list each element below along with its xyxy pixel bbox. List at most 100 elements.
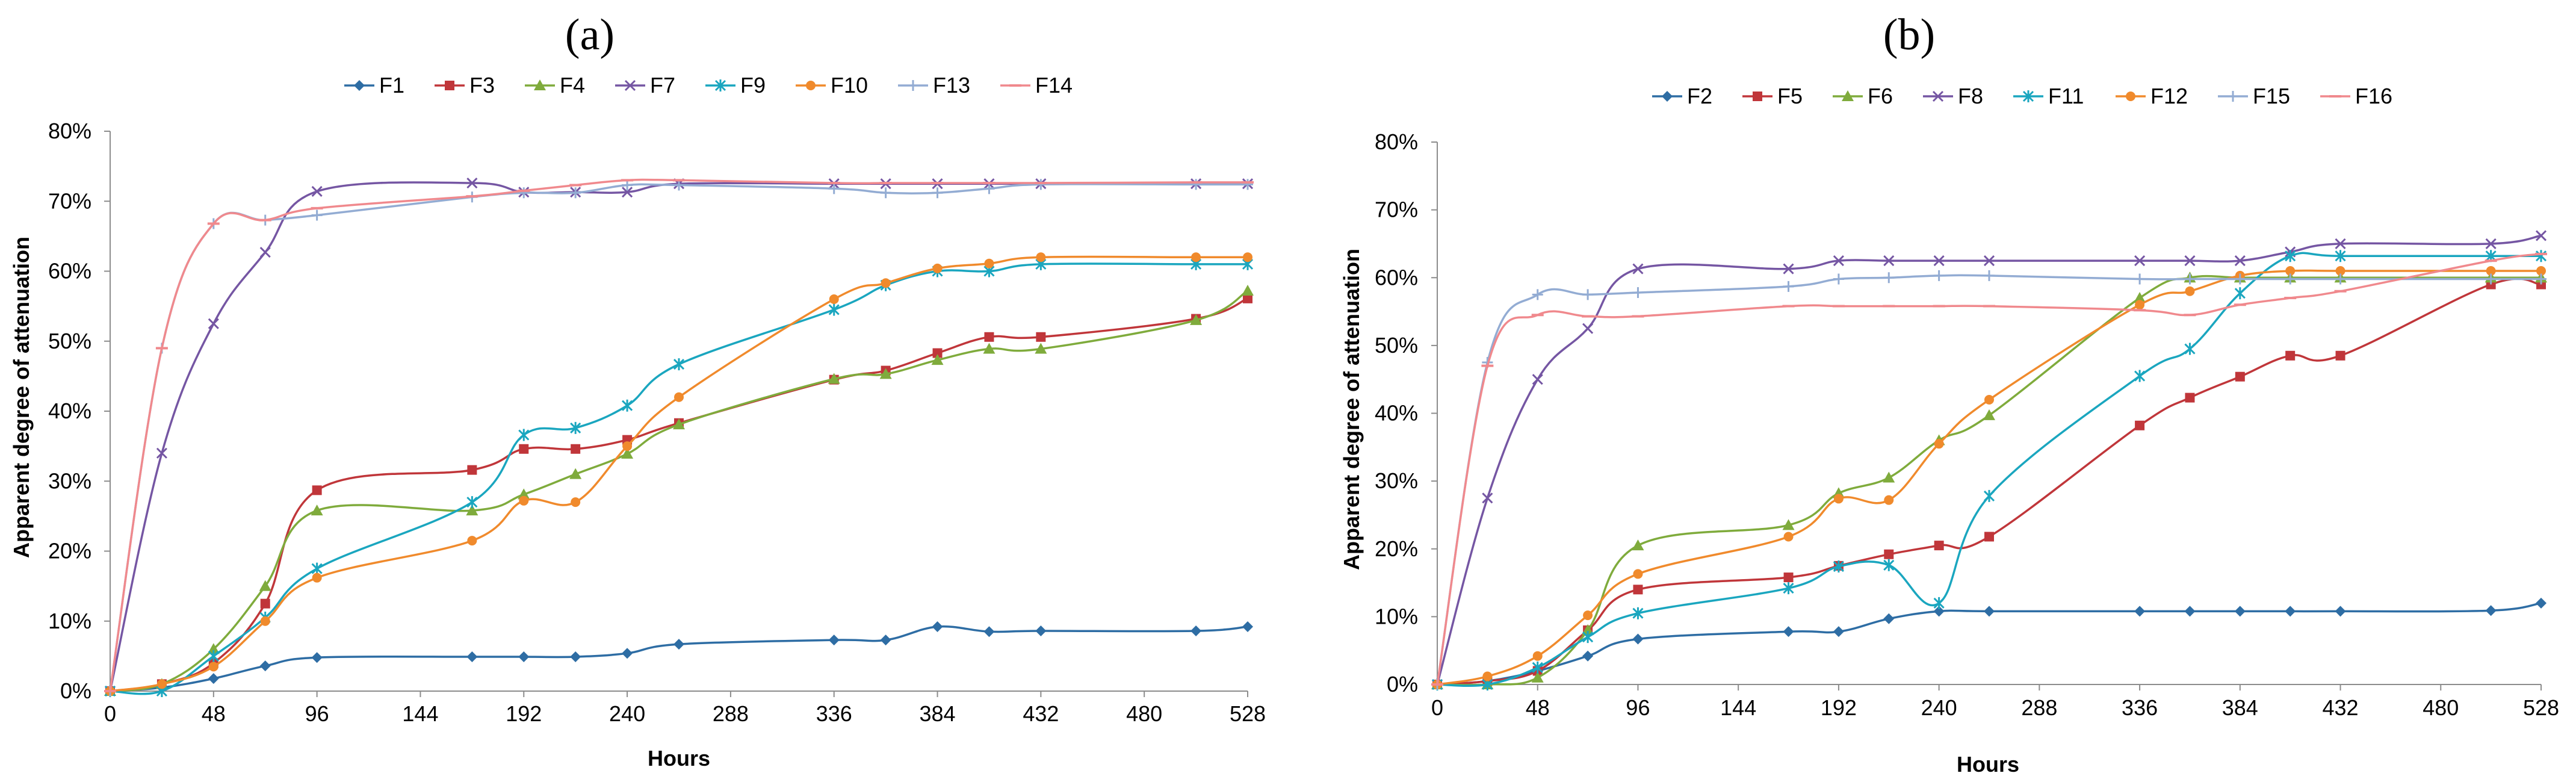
data-point-f12 xyxy=(1532,651,1543,661)
series-f10 xyxy=(105,252,1252,696)
data-point-f5 xyxy=(2235,371,2245,382)
data-point-f8 xyxy=(2234,255,2246,267)
data-point-f1 xyxy=(932,621,943,633)
y-tick-label: 40% xyxy=(1375,401,1418,426)
data-point-f2 xyxy=(1632,633,1644,645)
legend-label: F15 xyxy=(2253,84,2290,108)
x-axis-title-b: Hours xyxy=(1957,752,2019,777)
data-point-f4 xyxy=(1035,343,1047,354)
x-tick-label: 144 xyxy=(1720,695,1756,720)
series-line-f16 xyxy=(1436,253,2542,685)
data-point-f12 xyxy=(1783,532,1794,542)
y-tick-label: 20% xyxy=(1375,536,1418,561)
plot-area-a xyxy=(104,177,1254,697)
series-f1 xyxy=(105,621,1253,697)
legend-label: F2 xyxy=(1687,84,1712,108)
x-tick-label: 0 xyxy=(104,701,116,726)
data-point-f10 xyxy=(1191,252,1201,262)
legend-item-f9: F9 xyxy=(705,73,766,98)
series-line-f14 xyxy=(109,178,1248,692)
legend-item-f14: F14 xyxy=(1000,73,1073,98)
x-tick-label: 432 xyxy=(2323,695,2359,720)
y-axis-title-b: Apparent degree of attenuation xyxy=(1339,249,1364,570)
data-point-f13 xyxy=(880,187,891,199)
data-point-f12 xyxy=(2335,265,2345,276)
data-point-f8 xyxy=(1833,255,1844,267)
y-tick-label: 80% xyxy=(1375,129,1418,154)
data-point-f8 xyxy=(2335,238,2346,249)
series-f2 xyxy=(1432,597,2547,690)
data-point-f10 xyxy=(467,536,477,546)
data-point-f9 xyxy=(828,303,840,316)
data-point-f10 xyxy=(622,441,633,452)
data-point-f11 xyxy=(1983,489,1995,502)
data-point-f15 xyxy=(2335,273,2346,285)
data-point-f6 xyxy=(1582,624,1594,635)
legend-marker xyxy=(2126,92,2135,101)
series-line-f10 xyxy=(110,255,1248,692)
data-point-f7 xyxy=(156,447,167,459)
series-f3 xyxy=(105,293,1252,696)
data-point-f13 xyxy=(570,187,581,199)
data-point-f1 xyxy=(828,635,840,646)
legend-label: F10 xyxy=(831,73,868,98)
data-point-f1 xyxy=(622,648,633,659)
series-line-f3 xyxy=(110,297,1248,692)
x-tick-label: 144 xyxy=(402,701,438,726)
legend-marker xyxy=(1753,92,1762,101)
data-point-f5 xyxy=(2135,420,2145,430)
data-point-f4 xyxy=(673,418,685,430)
data-point-f8 xyxy=(2184,255,2196,267)
data-point-f9 xyxy=(673,358,685,371)
data-point-f8 xyxy=(2134,255,2146,267)
legend-label: F11 xyxy=(2048,84,2084,108)
data-point-f10 xyxy=(984,258,994,268)
data-point-f10 xyxy=(829,294,839,304)
x-tick-label: 288 xyxy=(713,701,749,726)
data-point-f8 xyxy=(1532,374,1543,385)
data-point-f3 xyxy=(312,485,322,495)
data-point-f8 xyxy=(1883,255,1895,267)
data-point-f1 xyxy=(518,651,530,663)
data-point-f9 xyxy=(622,399,633,412)
series-f12 xyxy=(1432,265,2546,689)
data-point-f11 xyxy=(1532,661,1543,674)
legend-item-f8: F8 xyxy=(1923,84,1983,108)
legend-label: F6 xyxy=(1868,84,1893,108)
data-point-f13 xyxy=(932,187,943,199)
data-point-f12 xyxy=(1583,610,1593,621)
data-point-f8 xyxy=(1632,263,1644,275)
y-tick-label: 50% xyxy=(48,329,91,353)
series-line-f12 xyxy=(1437,269,2541,686)
data-point-f11 xyxy=(2134,370,2146,382)
data-point-f6 xyxy=(1883,471,1895,483)
legend-label: F7 xyxy=(650,73,675,98)
data-point-f12 xyxy=(1884,495,1894,505)
panel-label-b: (b) xyxy=(1883,10,1935,60)
y-tick-label: 70% xyxy=(48,188,91,213)
data-point-f11 xyxy=(2184,343,2196,355)
plot-area-b xyxy=(1431,230,2547,690)
data-point-f2 xyxy=(2285,606,2296,617)
data-point-f11 xyxy=(2285,250,2296,262)
data-point-f12 xyxy=(2486,265,2496,276)
data-point-f2 xyxy=(1783,626,1794,638)
data-point-f13 xyxy=(673,179,684,191)
data-point-f10 xyxy=(571,497,581,507)
y-tick-label: 0% xyxy=(60,678,91,703)
x-tick-label: 336 xyxy=(816,701,852,726)
data-point-f5 xyxy=(2285,350,2296,361)
legend-marker xyxy=(2022,90,2034,102)
legend-item-f10: F10 xyxy=(796,73,868,98)
y-tick-label: 20% xyxy=(48,539,91,563)
data-point-f2 xyxy=(1582,650,1594,662)
data-point-f4 xyxy=(518,488,530,500)
data-point-f13 xyxy=(1242,179,1253,190)
data-point-f13 xyxy=(983,183,995,194)
series-line-f7 xyxy=(109,181,1248,692)
data-point-f4 xyxy=(931,354,944,365)
x-tick-label: 384 xyxy=(2222,695,2258,720)
data-point-f1 xyxy=(880,635,891,646)
data-point-f5 xyxy=(1884,549,1894,559)
